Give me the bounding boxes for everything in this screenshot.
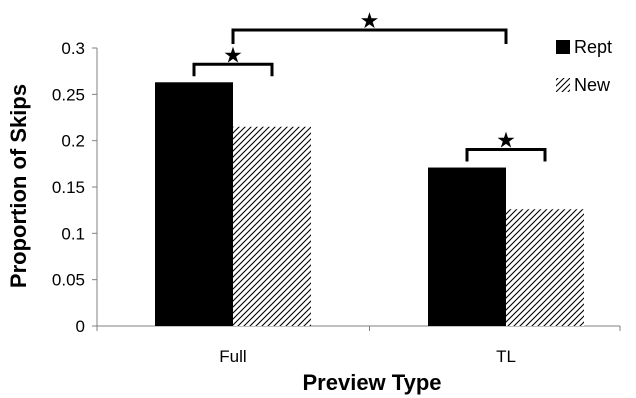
x-axis-title: Preview Type — [303, 370, 442, 395]
bar-full-rept — [155, 82, 233, 326]
significance-markers: ★ ★ ★ — [192, 9, 547, 162]
x-category-label: Full — [219, 347, 246, 366]
y-tick-label: 0 — [76, 317, 85, 336]
bar-full-new — [233, 126, 311, 327]
y-tick-label: 0.15 — [52, 178, 85, 197]
legend-label-rept: Rept — [574, 37, 612, 57]
axes: 0 0.05 0.1 0.15 0.2 0.25 0.3 — [52, 39, 620, 336]
bars: Full TL — [96, 82, 621, 366]
y-tick-label: 0.3 — [61, 39, 85, 58]
significance-bracket — [465, 148, 547, 162]
bar-tl-rept — [428, 167, 506, 326]
legend-swatch-new — [556, 78, 570, 92]
star-icon: ★ — [223, 43, 243, 68]
y-axis-title: Proportion of Skips — [6, 84, 31, 288]
x-category-label: TL — [496, 347, 516, 366]
y-tick-label: 0.2 — [61, 132, 85, 151]
star-icon: ★ — [496, 129, 516, 154]
y-tick-label: 0.25 — [52, 85, 85, 104]
significance-bracket — [231, 28, 508, 44]
y-tick-label: 0.1 — [61, 224, 85, 243]
legend-swatch-rept — [556, 40, 570, 54]
bar-tl-new — [506, 209, 584, 326]
legend-label-new: New — [574, 75, 611, 95]
star-icon: ★ — [360, 9, 380, 34]
significance-bracket — [192, 62, 274, 77]
y-tick-label: 0.05 — [52, 271, 85, 290]
legend: Rept New — [556, 37, 612, 95]
